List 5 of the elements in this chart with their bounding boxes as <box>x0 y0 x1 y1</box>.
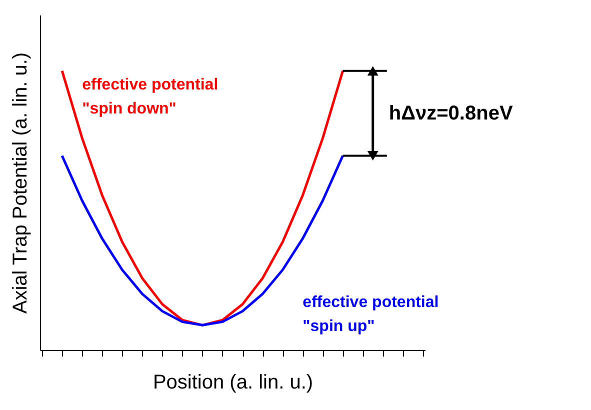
series-label: effective potential "spin down" <box>82 76 218 118</box>
x-axis-title: Position (a. lin. u.) <box>152 372 314 394</box>
y-axis-title: Axial Trap Potential (a. lin. u.) <box>10 52 32 314</box>
annotation: hΔνz=0.8neV <box>388 102 514 124</box>
series-label: effective potential "spin up" <box>302 294 439 336</box>
